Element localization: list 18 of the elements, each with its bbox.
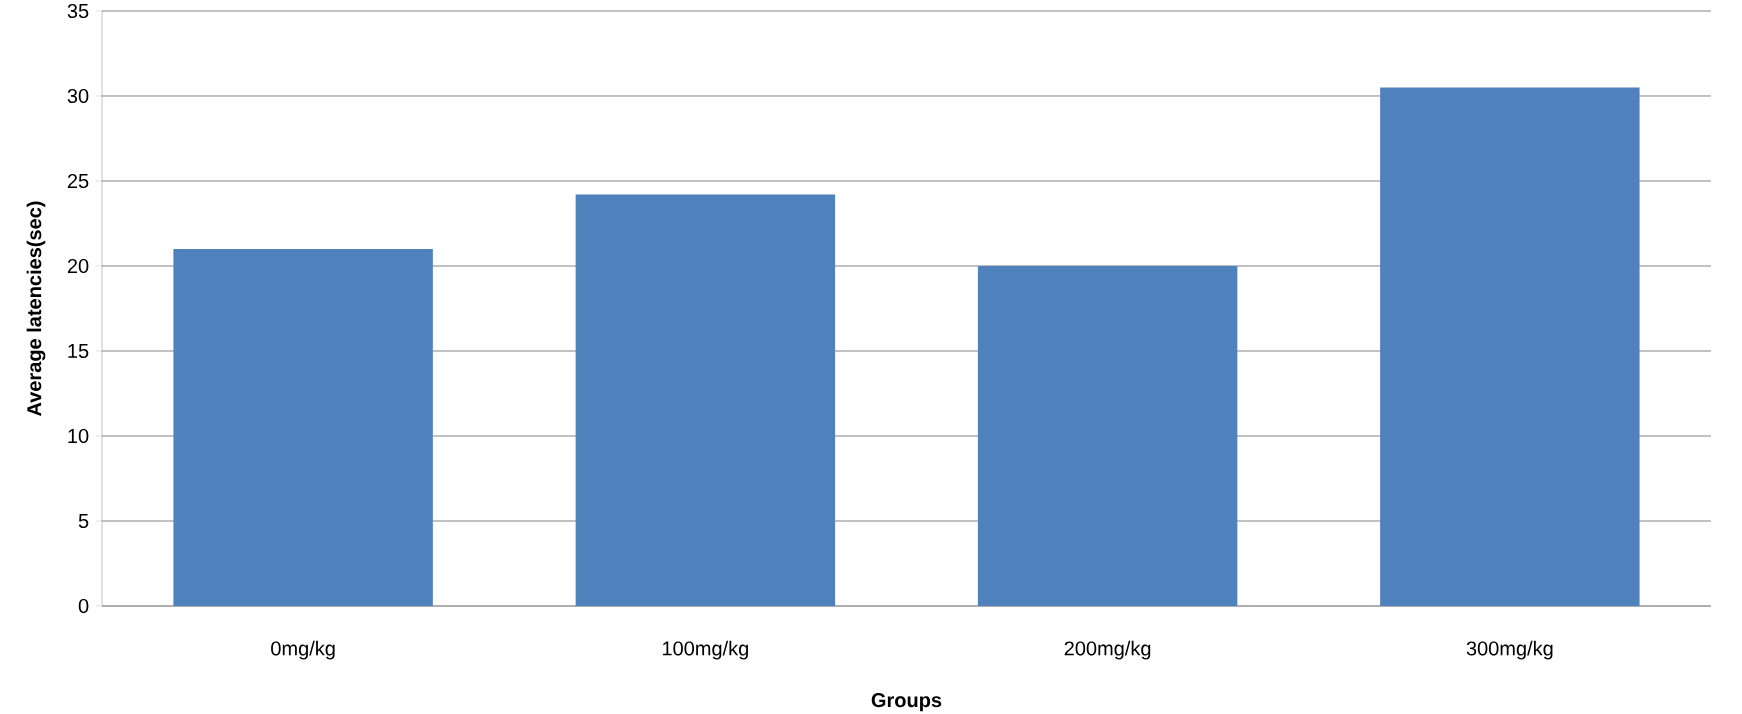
y-tick-label: 15 <box>68 344 89 358</box>
y-tick-label: 25 <box>67 173 89 189</box>
y-tick-label: 10 <box>68 428 89 444</box>
bar <box>173 249 433 606</box>
x-tick-label: 200mg/kg <box>1064 640 1151 660</box>
x-axis-title: Groups <box>871 693 942 712</box>
x-tick-label: 100mg/kg <box>662 640 748 660</box>
y-tick-label: 30 <box>67 88 89 104</box>
bar <box>1380 87 1640 606</box>
bar <box>977 266 1238 606</box>
y-tick-label: 20 <box>67 258 89 274</box>
y-tick-label: 35 <box>67 3 89 19</box>
y-tick-label: 0 <box>78 598 89 614</box>
y-axis-title: Average latencies(sec) <box>26 201 46 417</box>
y-tick-label: 5 <box>78 514 89 528</box>
x-tick-label: 300mg/kg <box>1466 640 1553 660</box>
x-tick-label: 0mg/kg <box>271 640 335 660</box>
bar <box>575 194 836 606</box>
